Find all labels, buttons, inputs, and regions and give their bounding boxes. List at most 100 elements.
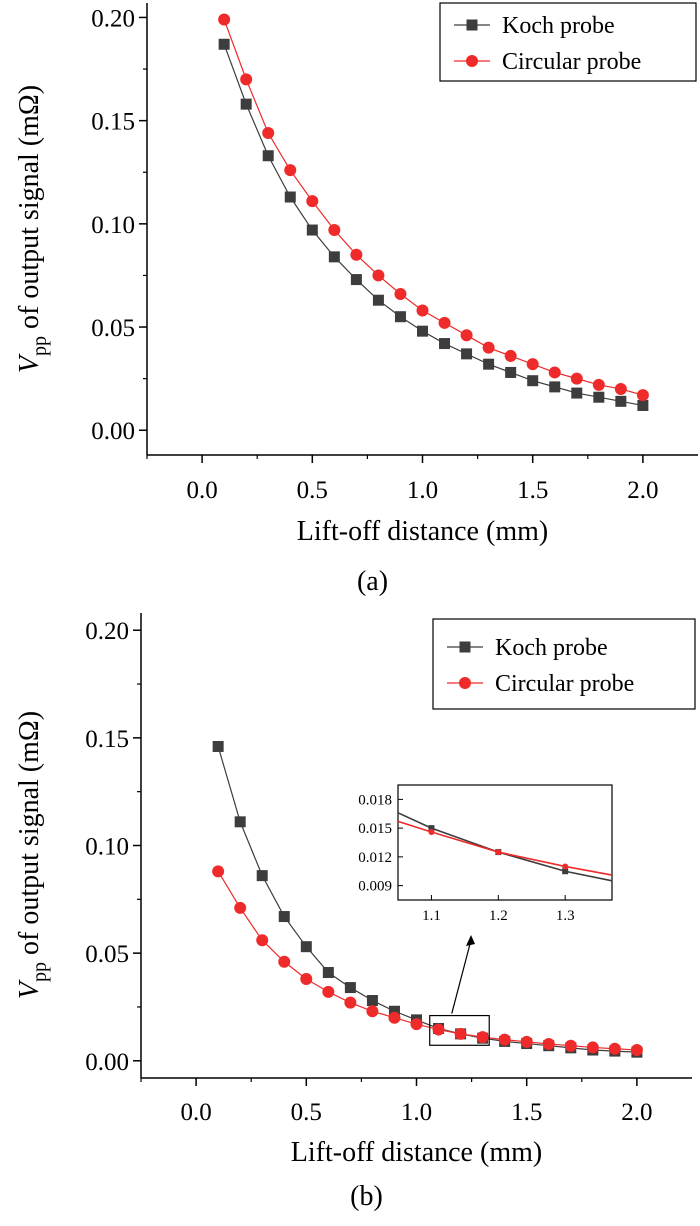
data-point [417, 325, 428, 337]
data-point [306, 195, 319, 208]
data-point [460, 329, 473, 342]
y-axis-title-rest: of output signal (mΩ) [14, 711, 45, 962]
data-point [240, 98, 252, 110]
legend-marker [466, 55, 478, 67]
data-point [278, 955, 291, 968]
data-point [366, 1005, 379, 1018]
y-axis-title-v: V [14, 979, 45, 999]
y-axis-title-subscript: pp [29, 336, 51, 356]
data-point [483, 358, 495, 370]
x-tick-label: 0.5 [297, 477, 328, 504]
data-point [306, 224, 318, 236]
series-line [223, 44, 644, 407]
x-tick-label: 1.5 [517, 477, 548, 504]
x-tick-label: 1.5 [511, 1099, 542, 1126]
data-point [322, 967, 334, 979]
y-tick-label: 0.10 [91, 212, 135, 239]
data-point [614, 382, 627, 395]
data-point [262, 150, 274, 162]
data-point [240, 73, 253, 86]
data-point [218, 38, 230, 50]
data-point [234, 816, 246, 828]
inset-y-tick-label: 0.015 [358, 821, 392, 837]
legend-label: Koch probe [495, 635, 608, 661]
data-point [372, 294, 384, 306]
data-point [394, 311, 406, 323]
data-point [593, 391, 605, 403]
y-tick-label: 0.20 [91, 5, 135, 32]
y-axis-title-rest: of output signal (mΩ) [14, 85, 45, 336]
inset-data-point [562, 868, 569, 875]
data-point [615, 395, 627, 407]
inset-chart: 1.1 1.2 1.3 0.009 0.012 0.015 0.018 [358, 784, 613, 924]
data-point [284, 164, 297, 177]
data-point [571, 387, 583, 399]
data-point [570, 372, 583, 385]
data-point [416, 304, 429, 317]
y-tick-label: 0.10 [85, 834, 129, 861]
series-koch [218, 38, 649, 411]
data-point [284, 191, 296, 203]
data-point [218, 13, 231, 26]
inset-x-tick-label: 1.2 [489, 908, 508, 924]
data-point [526, 358, 539, 371]
data-point [542, 1037, 555, 1050]
y-axis-title-v: V [14, 353, 45, 373]
x-axis-title: Lift-off distance (mm) [297, 516, 548, 547]
x-tick-label: 2.0 [621, 1099, 652, 1126]
data-point [350, 248, 363, 261]
chart-panel-a: 0.0 0.5 1.0 1.5 2.0 0.00 0.05 0.10 0.15 0.20 Lift-… [14, 2, 698, 597]
data-point [454, 1027, 467, 1040]
data-point [388, 1011, 401, 1024]
inset-y-tick-label: 0.012 [358, 850, 392, 866]
y-tick-label: 0.15 [91, 109, 135, 136]
data-point [482, 341, 495, 354]
x-tick-label: 1.0 [407, 477, 438, 504]
legend-marker [459, 677, 471, 689]
data-point [322, 985, 335, 998]
data-point [586, 1041, 599, 1054]
inset-data-point [428, 825, 435, 832]
data-point [394, 288, 407, 301]
data-point [461, 348, 473, 360]
y-tick-label: 0.05 [91, 315, 135, 342]
zoom-region-box [429, 1014, 490, 1046]
x-tick-label: 1.0 [401, 1099, 432, 1126]
inset-frame [397, 784, 613, 901]
data-point [344, 982, 356, 994]
data-point [520, 1035, 533, 1048]
data-point [366, 995, 378, 1006]
data-point [564, 1039, 577, 1052]
data-point [344, 996, 357, 1009]
x-tick-label: 2.0 [627, 477, 658, 504]
legend: Koch probe Circular probe [439, 2, 697, 82]
y-tick-label: 0.15 [85, 726, 129, 753]
data-point [328, 251, 340, 263]
series-circular [218, 13, 649, 402]
inset-y-tick-label: 0.018 [358, 792, 392, 808]
zoom-arrow-head [466, 935, 475, 946]
series-circular [212, 865, 643, 1057]
data-point [212, 740, 224, 752]
y-axis-title: Vpp of output signal (mΩ) [14, 711, 51, 999]
data-point [476, 1031, 489, 1044]
data-point [350, 274, 362, 286]
data-point [278, 911, 290, 923]
inset-data-point [495, 849, 502, 856]
y-tick-label: 0.00 [91, 418, 135, 445]
data-point [630, 1044, 643, 1057]
x-tick-label: 0.0 [180, 1099, 211, 1126]
chart-panel-b: 0.0 0.5 1.0 1.5 2.0 0.00 0.05 0.10 0.15 0.20 Lift-… [14, 613, 696, 1212]
figure-caption: (a) [357, 566, 388, 597]
data-point [262, 127, 275, 140]
x-tick-label: 0.0 [186, 477, 217, 504]
legend-marker [459, 641, 471, 653]
y-axis-title-subscript: pp [29, 962, 51, 982]
data-point [372, 269, 385, 282]
y-axis-title: Vpp of output signal (mΩ) [14, 85, 51, 373]
data-point [549, 381, 561, 393]
data-point [592, 378, 605, 391]
legend-label: Koch probe [502, 13, 615, 39]
legend-box [439, 2, 697, 82]
